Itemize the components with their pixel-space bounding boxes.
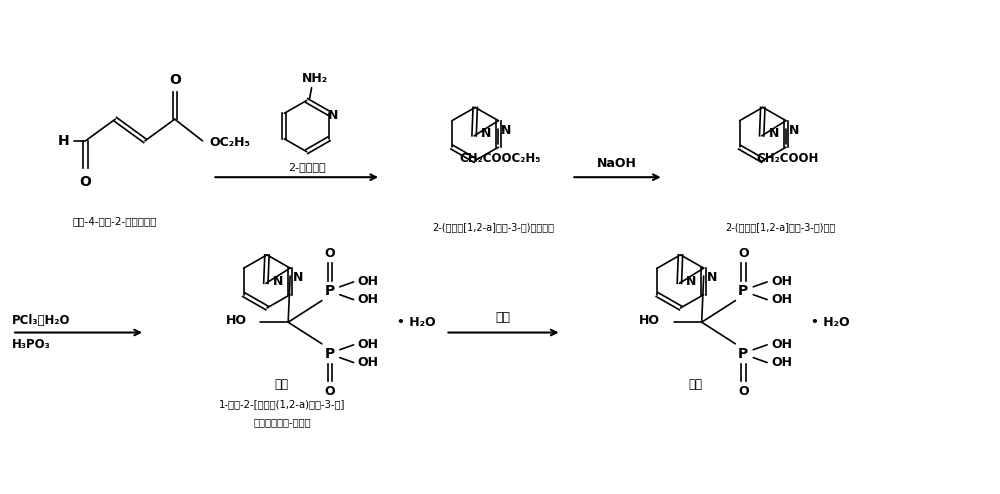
Text: 盐酸: 盐酸 [495, 311, 510, 324]
Text: OH: OH [771, 338, 792, 351]
Text: O: O [169, 73, 181, 87]
Text: 1-羟基-2-[咋唠并(1,2-a)吠嚀-3-基]: 1-羟基-2-[咋唠并(1,2-a)吠嚀-3-基] [219, 399, 345, 410]
Text: HO: HO [226, 314, 247, 327]
Text: OC₂H₅: OC₂H₅ [209, 136, 250, 149]
Text: • H₂O: • H₂O [811, 316, 849, 329]
Text: P: P [738, 284, 748, 298]
Text: N: N [481, 127, 491, 140]
Text: N: N [707, 271, 717, 284]
Text: N: N [769, 127, 779, 140]
Text: PCl₃，H₂O: PCl₃，H₂O [12, 314, 71, 327]
Text: 2-氨基吠嚀: 2-氨基吠嚀 [288, 163, 325, 172]
Text: N: N [328, 109, 338, 122]
Text: N: N [686, 275, 697, 288]
Text: P: P [738, 347, 748, 361]
Text: OH: OH [771, 293, 792, 306]
Text: 成品: 成品 [688, 378, 702, 391]
Text: 2-(咋唠并[1,2-a]吠嚀-3-基)乙酸: 2-(咋唠并[1,2-a]吠嚀-3-基)乙酸 [726, 222, 836, 232]
Text: NH₂: NH₂ [301, 73, 328, 85]
Text: NaOH: NaOH [597, 157, 637, 170]
Text: 反式-4-氧基-2-丁烯酸乙酯: 反式-4-氧基-2-丁烯酸乙酯 [73, 216, 157, 226]
Text: OH: OH [358, 293, 379, 306]
Text: OH: OH [771, 356, 792, 369]
Text: O: O [738, 384, 749, 398]
Text: O: O [325, 384, 335, 398]
Text: 粗品: 粗品 [275, 378, 289, 391]
Text: P: P [325, 284, 335, 298]
Text: O: O [738, 247, 749, 260]
Text: HO: HO [639, 314, 660, 327]
Text: 2-(咋唠并[1,2-a]吠嚀-3-基)乙酸乙酯: 2-(咋唠并[1,2-a]吠嚀-3-基)乙酸乙酯 [432, 222, 554, 232]
Text: OH: OH [358, 356, 379, 369]
Text: N: N [293, 271, 303, 284]
Text: OH: OH [771, 275, 792, 288]
Text: O: O [80, 175, 91, 189]
Text: H: H [58, 134, 69, 148]
Text: P: P [325, 347, 335, 361]
Text: CH₂COOC₂H₅: CH₂COOC₂H₅ [460, 152, 541, 165]
Text: O: O [325, 247, 335, 260]
Text: 亚乙基双膚酸-水合物: 亚乙基双膚酸-水合物 [253, 417, 311, 427]
Text: N: N [273, 275, 283, 288]
Text: OH: OH [358, 275, 379, 288]
Text: OH: OH [358, 338, 379, 351]
Text: H₃PO₃: H₃PO₃ [12, 338, 51, 351]
Text: N: N [501, 124, 512, 137]
Text: • H₂O: • H₂O [397, 316, 436, 329]
Text: CH₂COOH: CH₂COOH [757, 152, 819, 165]
Text: N: N [789, 124, 799, 137]
